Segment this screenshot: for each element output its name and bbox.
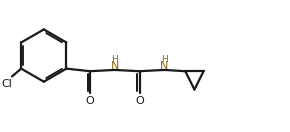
Text: N: N (160, 61, 168, 71)
Text: O: O (86, 96, 94, 106)
Text: Cl: Cl (1, 79, 12, 89)
Text: N: N (110, 61, 119, 71)
Text: H: H (111, 55, 118, 64)
Text: H: H (161, 55, 168, 64)
Text: O: O (135, 96, 144, 106)
